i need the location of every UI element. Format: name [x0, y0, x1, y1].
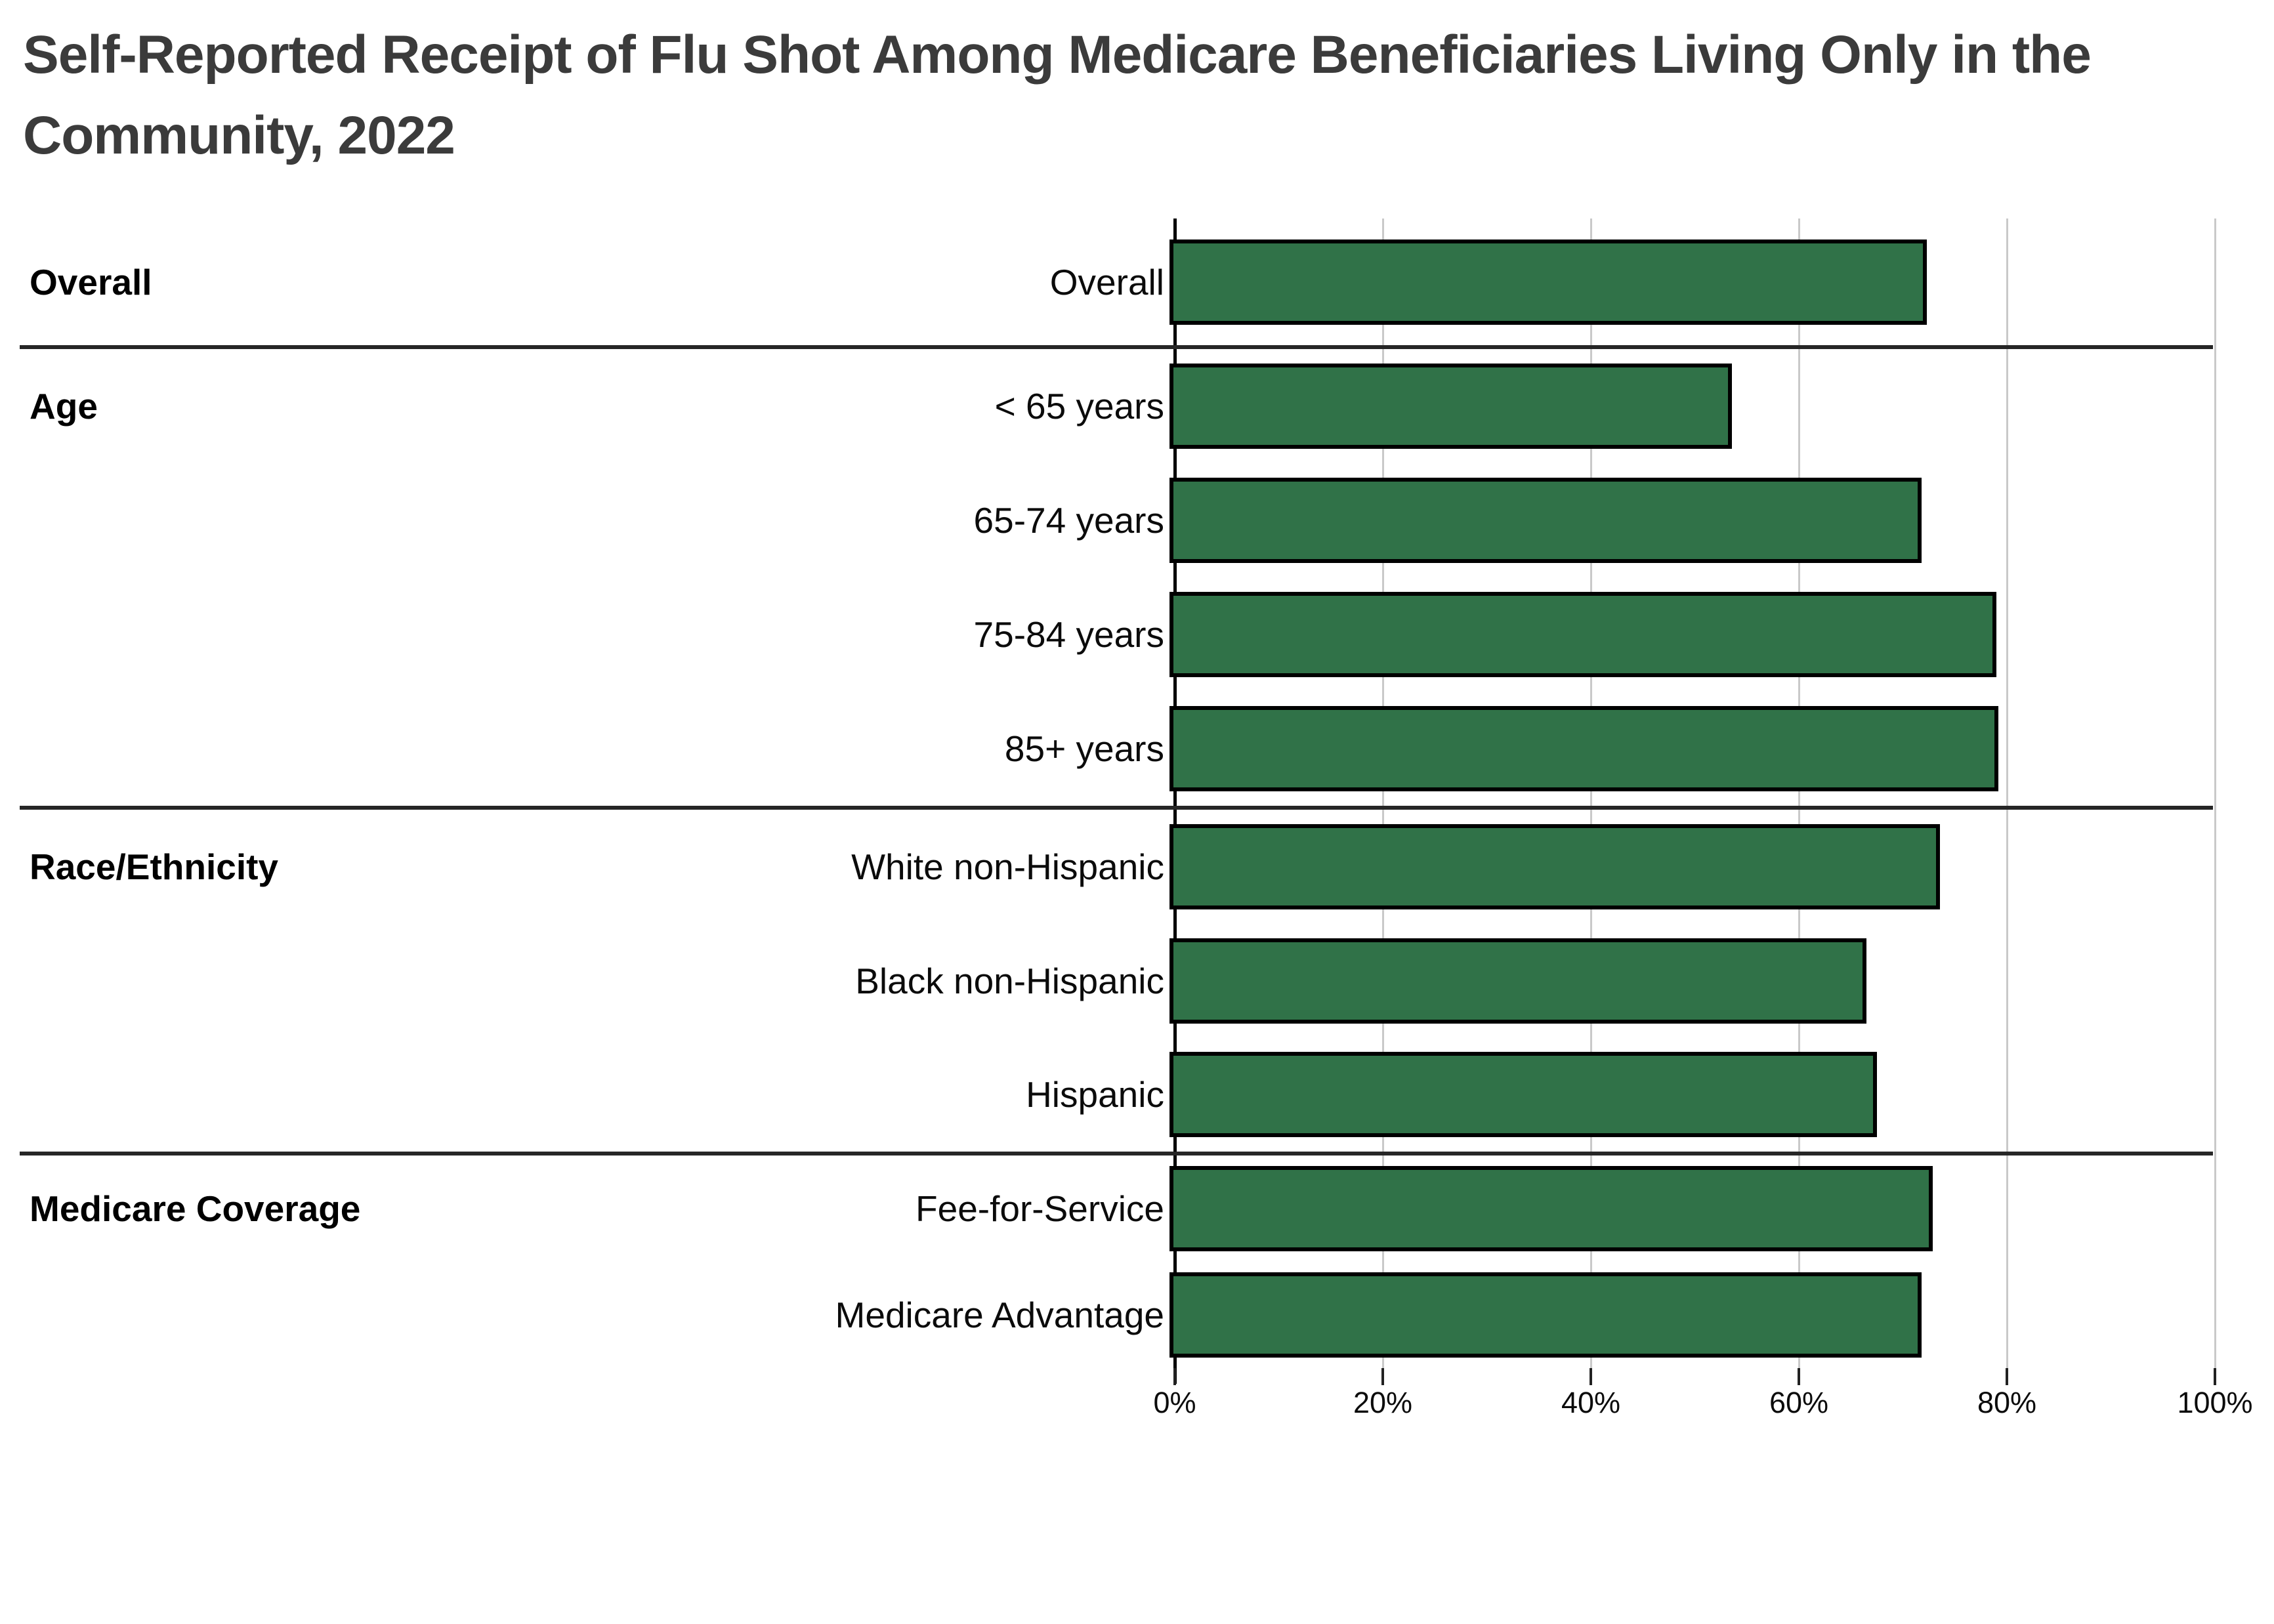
- section-overall: Overall Overall: [20, 219, 2213, 349]
- section-age: Age < 65 years 65-74 years 75-84 years 85+ y…: [20, 349, 2213, 810]
- bar: [1169, 706, 1998, 791]
- bar: [1169, 1166, 1933, 1251]
- y-axis-line: [1173, 219, 1177, 1384]
- bar-row: Hispanic: [20, 1037, 2213, 1152]
- category-label: Overall: [1049, 261, 1164, 302]
- x-tick-20: [1381, 1368, 1384, 1385]
- bar-row: 85+ years: [20, 692, 2213, 806]
- x-axis-tick-labels: 0% 20% 40% 60% 80% 100%: [0, 1386, 2274, 1432]
- bar-row: Overall: [20, 219, 2213, 345]
- section-medicare-coverage: Medicare Coverage Fee-for-Service Medicare…: [20, 1156, 2213, 1368]
- x-tick-80: [2006, 1368, 2008, 1385]
- x-tick-label-60: 60%: [1769, 1386, 1829, 1419]
- bar-row: Fee-for-Service: [20, 1156, 2213, 1262]
- x-tick-100: [2214, 1368, 2216, 1385]
- flu-shot-bar-chart: Overall Overall Age < 65 years 65-74 years 75…: [0, 219, 2274, 1426]
- bar: [1169, 1052, 1877, 1138]
- category-label: < 65 years: [994, 386, 1164, 427]
- gridline-60: [1798, 219, 1800, 1384]
- section-race-ethnicity: Race/Ethnicity White non-Hispanic Black no…: [20, 810, 2213, 1156]
- x-tick-40: [1590, 1368, 1592, 1385]
- gridline-80: [2006, 219, 2008, 1384]
- section-label: Age: [30, 386, 98, 427]
- x-tick-label-0: 0%: [1153, 1386, 1196, 1419]
- bar: [1169, 478, 1922, 563]
- section-label: Race/Ethnicity: [30, 846, 279, 887]
- gridlines: [1173, 219, 2216, 1385]
- bar: [1169, 592, 1996, 677]
- bar-row: Medicare Advantage: [20, 1262, 2213, 1368]
- chart-title: Self-Reported Receipt of Flu Shot Among …: [23, 14, 2208, 176]
- chart-title-line-1: Self-Reported Receipt of Flu Shot Among …: [23, 25, 2092, 85]
- gridline-20: [1382, 219, 1384, 1384]
- category-label: 85+ years: [1004, 728, 1164, 769]
- gridline-40: [1590, 219, 1592, 1384]
- section-label: Overall: [30, 261, 152, 302]
- section-label: Medicare Coverage: [30, 1188, 361, 1229]
- bar-row: White non-Hispanic: [20, 810, 2213, 924]
- x-tick-label-40: 40%: [1561, 1386, 1621, 1419]
- bar-row: < 65 years: [20, 349, 2213, 463]
- x-tick-label-100: 100%: [2177, 1386, 2253, 1419]
- x-tick-label-80: 80%: [1977, 1386, 2037, 1419]
- x-tick-60: [1798, 1368, 1800, 1385]
- bar-row: Black non-Hispanic: [20, 924, 2213, 1038]
- category-label: 65-74 years: [973, 500, 1164, 541]
- category-label: Black non-Hispanic: [855, 960, 1164, 1001]
- bar: [1169, 364, 1732, 449]
- category-label: Medicare Advantage: [835, 1295, 1164, 1335]
- x-tick-0: [1173, 1368, 1176, 1385]
- category-label: Fee-for-Service: [916, 1188, 1164, 1229]
- bar-row: 65-74 years: [20, 463, 2213, 577]
- chart-title-line-2: Community, 2022: [23, 106, 455, 165]
- bar: [1169, 938, 1866, 1024]
- category-label: Hispanic: [1026, 1074, 1164, 1115]
- bar-row: 75-84 years: [20, 577, 2213, 692]
- gridline-100: [2214, 219, 2216, 1384]
- x-tick-label-20: 20%: [1353, 1386, 1413, 1419]
- category-label: White non-Hispanic: [851, 846, 1164, 887]
- bar: [1169, 239, 1927, 325]
- chart-sections: Overall Overall Age < 65 years 65-74 years 75…: [20, 219, 2213, 1368]
- bar: [1169, 823, 1940, 909]
- category-label: 75-84 years: [973, 614, 1164, 655]
- bar: [1169, 1272, 1922, 1358]
